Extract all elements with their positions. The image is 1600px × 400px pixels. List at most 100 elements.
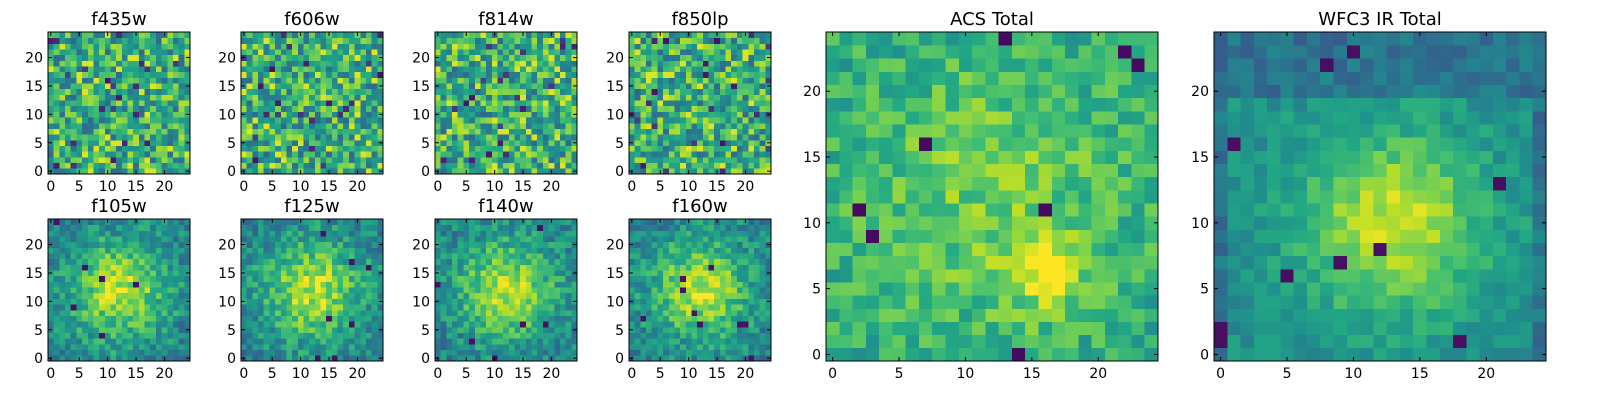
heatmap-cell: [697, 309, 704, 316]
heatmap-cell: [565, 281, 572, 288]
y-tick-label: 15: [218, 266, 236, 282]
heatmap-cell: [663, 117, 670, 124]
heatmap-cell: [292, 343, 299, 351]
heatmap-cell: [65, 304, 72, 311]
heatmap-cell: [725, 117, 732, 124]
heatmap-cell: [571, 105, 578, 112]
heatmap-cell: [474, 139, 481, 146]
heatmap-cell: [371, 219, 378, 226]
heatmap-cell: [646, 111, 653, 118]
heatmap-cell: [178, 281, 185, 288]
heatmap-cell: [167, 117, 174, 124]
heatmap-cell: [263, 219, 270, 226]
heatmap-cell: [457, 355, 464, 362]
heatmap-cell: [531, 83, 538, 90]
heatmap-cell: [759, 94, 766, 101]
heatmap-cell: [53, 162, 60, 169]
heatmap-cell: [241, 275, 248, 282]
heatmap-cell: [337, 236, 344, 243]
heatmap-cell: [719, 355, 726, 362]
heatmap-cell: [104, 105, 111, 112]
heatmap-cell: [753, 145, 761, 152]
heatmap-cell: [343, 292, 350, 299]
heatmap-cell: [474, 43, 481, 50]
heatmap-cell: [491, 162, 498, 169]
heatmap-cell: [167, 32, 174, 39]
heatmap-cell: [629, 37, 636, 44]
heatmap-cell: [99, 281, 106, 288]
heatmap-cell: [172, 349, 180, 356]
heatmap-cell: [634, 88, 641, 95]
heatmap-cell: [76, 343, 83, 351]
heatmap-cell: [48, 321, 55, 328]
y-tick-label: 20: [218, 238, 236, 254]
heatmap-cell: [65, 224, 72, 231]
heatmap-cell: [110, 88, 117, 95]
heatmap-cell: [292, 111, 299, 118]
heatmap-cell: [491, 88, 498, 95]
heatmap-cell: [748, 309, 755, 316]
heatmap-cell: [571, 32, 578, 39]
heatmap-cell: [178, 338, 185, 345]
heatmap-cell: [731, 94, 738, 101]
heatmap-cell: [702, 145, 709, 152]
heatmap-cell: [70, 298, 77, 305]
heatmap-cell: [269, 326, 276, 333]
heatmap-cell: [559, 281, 567, 288]
heatmap-cell: [275, 88, 282, 95]
heatmap-cell: [691, 49, 698, 56]
heatmap-cell: [87, 145, 94, 152]
heatmap-cell: [486, 117, 493, 124]
heatmap-cell: [303, 264, 310, 271]
heatmap-cell: [537, 287, 544, 294]
heatmap-cell: [82, 219, 89, 226]
heatmap-cell: [765, 145, 772, 152]
heatmap-cell: [685, 83, 692, 90]
heatmap-cell: [53, 94, 60, 101]
heatmap-cell: [138, 236, 145, 243]
heatmap-cell: [651, 281, 658, 288]
heatmap-cell: [663, 275, 670, 282]
panel-title: f125w: [284, 196, 339, 217]
heatmap-cell: [674, 83, 681, 90]
heatmap-cell: [127, 275, 134, 282]
heatmap-cell: [354, 309, 361, 316]
heatmap-cell: [331, 54, 338, 61]
heatmap-cell: [303, 139, 310, 146]
heatmap-cell: [497, 224, 504, 231]
heatmap-cell: [65, 315, 72, 322]
heatmap-cell: [708, 287, 715, 294]
heatmap-cell: [121, 168, 128, 175]
heatmap-cell: [178, 145, 185, 152]
heatmap-cell: [691, 105, 698, 112]
heatmap-cell: [365, 134, 373, 141]
heatmap-cell: [685, 100, 692, 107]
heatmap-cell: [93, 247, 100, 254]
heatmap-cell: [252, 338, 259, 345]
heatmap-cell: [155, 270, 162, 277]
heatmap-cell: [554, 349, 561, 356]
heatmap-cell: [691, 304, 698, 311]
heatmap-cell: [725, 281, 732, 288]
heatmap-cell: [93, 219, 100, 226]
heatmap-cell: [565, 77, 572, 84]
heatmap-cell: [554, 230, 561, 237]
heatmap-cell: [371, 32, 378, 39]
heatmap-cell: [93, 292, 100, 299]
heatmap-cell: [326, 287, 333, 294]
heatmap-cell: [246, 219, 253, 226]
heatmap-cell: [331, 241, 338, 248]
heatmap-cell: [714, 343, 721, 351]
heatmap-cell: [571, 224, 578, 231]
heatmap-cell: [337, 122, 344, 129]
heatmap-cell: [48, 309, 55, 316]
heatmap-cell: [343, 338, 350, 345]
heatmap-cell: [348, 122, 355, 129]
heatmap-cell: [548, 321, 555, 328]
heatmap-cell: [258, 71, 265, 78]
heatmap-cell: [155, 292, 162, 299]
heatmap-cell: [76, 270, 83, 277]
heatmap-cell: [121, 66, 128, 73]
heatmap-cell: [93, 105, 100, 112]
heatmap-cell: [629, 117, 636, 124]
